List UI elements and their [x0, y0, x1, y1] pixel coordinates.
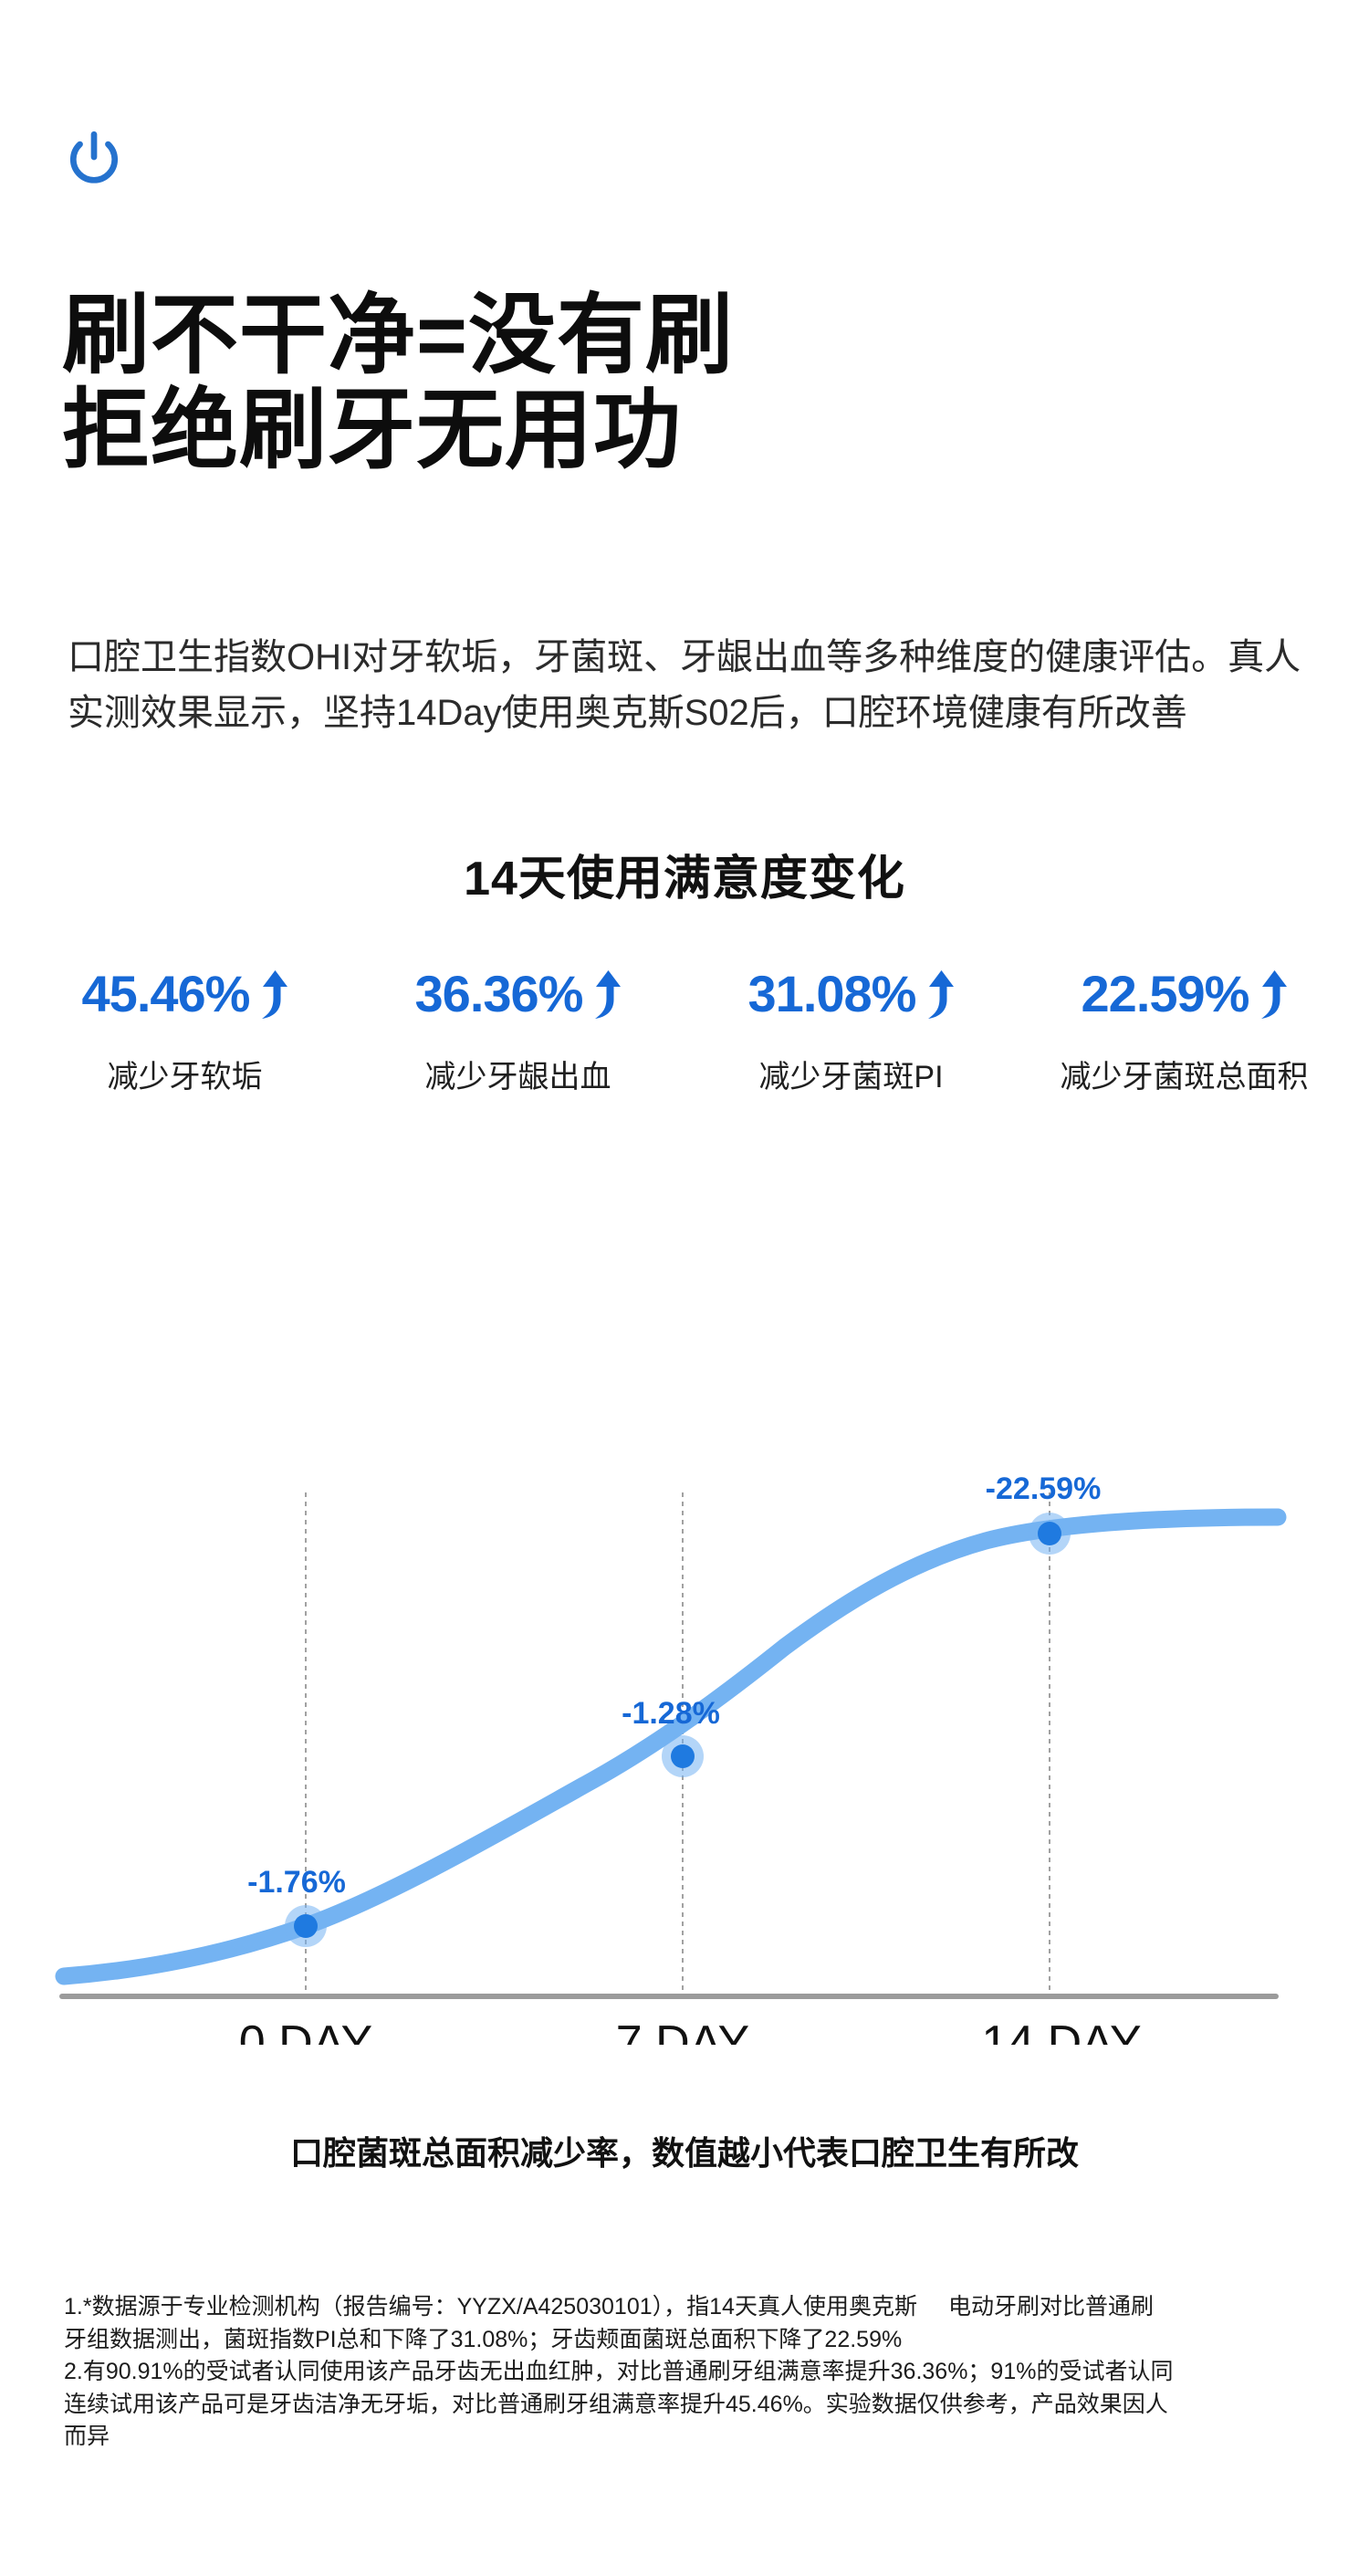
stat-value-wrap: 36.36%	[351, 958, 684, 1028]
intro-paragraph: 口腔卫生指数OHI对牙软垢，牙菌斑、牙龈出血等多种维度的健康评估。真人实测效果显…	[68, 637, 1301, 733]
arrow-up-icon	[262, 970, 288, 1019]
footnotes: 1.*数据源于专业检测机构（报告编号：YYZX/A425030101），指14天…	[64, 2291, 1323, 2454]
page-title: 刷不干净=没有刷 拒绝刷牙无用功	[62, 288, 1303, 477]
stats-row: 45.46% 减少牙软垢 36.36% 减少牙龈出血 31.08%	[18, 958, 1351, 1096]
data-point-marker	[662, 1735, 704, 1777]
footnote-text: 电动牙刷对比普通刷	[947, 2294, 1154, 2319]
data-point-label: -1.28%	[622, 1696, 720, 1731]
series-line	[55, 1508, 1287, 1985]
stats-section-title: 14天使用满意度变化	[464, 853, 905, 906]
footnote-line: 牙组数据测出，菌斑指数PI总和下降了31.08%；牙齿颊面菌斑总面积下降了22.…	[64, 2326, 903, 2352]
x-axis-tick-label: 7 DAY	[616, 2016, 749, 2045]
footnote-text: 1.*数据源于专业检测机构（报告编号：YYZX/A425030101），指14天…	[64, 2294, 917, 2319]
stat-item: 31.08% 减少牙菌斑PI	[684, 958, 1018, 1096]
x-axis-tick-label: 0 DAY	[239, 2016, 372, 2045]
stat-label: 减少牙龈出血	[424, 1060, 611, 1094]
power-icon	[64, 128, 124, 188]
stat-value-wrap: 22.59%	[1018, 958, 1351, 1028]
data-point-label: -22.59%	[986, 1471, 1102, 1506]
stat-label: 减少牙菌斑总面积	[1060, 1060, 1309, 1094]
arrow-up-icon	[1261, 970, 1288, 1019]
x-axis-tick-label: 14 DAY	[981, 2016, 1141, 2045]
stat-value: 31.08%	[747, 964, 917, 1022]
stat-value-wrap: 31.08%	[684, 958, 1018, 1028]
arrow-up-icon	[928, 970, 955, 1019]
data-point-marker	[285, 1905, 327, 1947]
footnote-line: 2.有90.91%的受试者认同使用该产品牙齿无出血红肿，对比普通刷牙组满意率提升…	[64, 2359, 1174, 2384]
stat-label: 减少牙软垢	[107, 1060, 263, 1094]
stat-item: 45.46% 减少牙软垢	[18, 958, 351, 1096]
stat-item: 36.36% 减少牙龈出血	[351, 958, 684, 1096]
arrow-up-icon	[595, 970, 622, 1019]
stat-label: 减少牙菌斑PI	[758, 1060, 944, 1094]
headline-line-1: 刷不干净=没有刷	[62, 287, 735, 385]
stat-value-wrap: 45.46%	[18, 958, 351, 1028]
stat-value: 22.59%	[1081, 964, 1250, 1022]
stat-item: 22.59% 减少牙菌斑总面积	[1018, 958, 1351, 1096]
data-point-marker	[1029, 1513, 1071, 1555]
chart-caption: 口腔菌斑总面积减少率，数值越小代表口腔卫生有所改	[289, 2134, 1079, 2172]
stat-value: 45.46%	[81, 964, 251, 1022]
headline-line-2: 拒绝刷牙无用功	[62, 381, 682, 479]
footnote-line: 连续试用该产品可是牙齿洁净无牙垢，对比普通刷牙组满意率提升45.46%。实验数据…	[64, 2391, 1168, 2417]
footnote-line: 而异	[64, 2424, 110, 2449]
data-point-label: -1.76%	[247, 1865, 346, 1900]
footnote-line: 1.*数据源于专业检测机构（报告编号：YYZX/A425030101），指14天…	[64, 2291, 1323, 2324]
line-chart: -1.76% -1.28% -22.59% 0 DAY 7 DAY 14 DAY	[0, 1406, 1369, 2045]
stat-value: 36.36%	[414, 964, 584, 1022]
